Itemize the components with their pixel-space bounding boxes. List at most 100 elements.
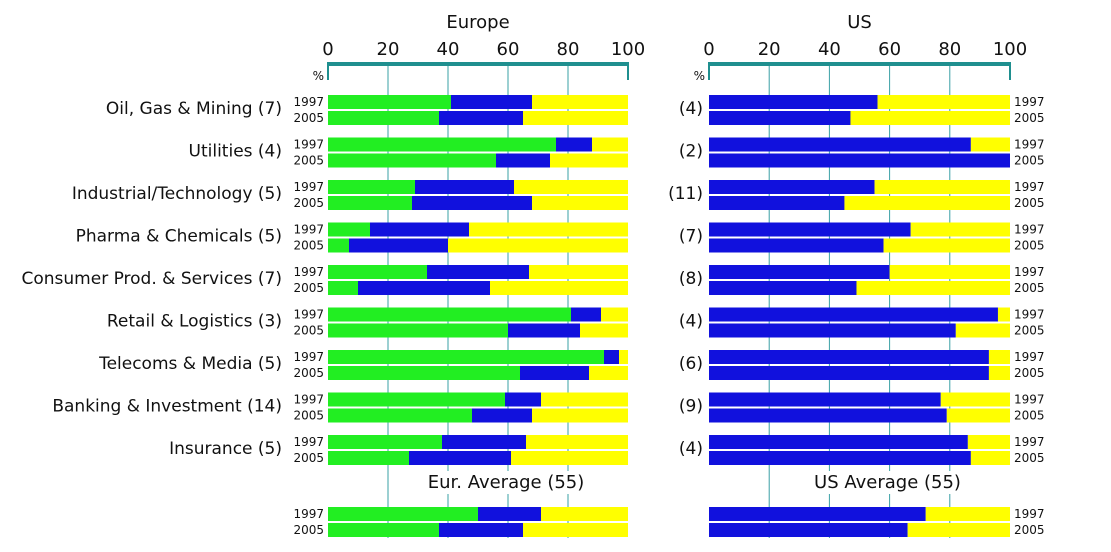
bar-2005-blue-segment — [709, 366, 989, 380]
year-label: 2005 — [293, 281, 324, 295]
europe-average-label: Eur. Average (55) — [428, 472, 585, 493]
average-label-background — [424, 471, 588, 494]
average-bar-1997-green-segment — [328, 507, 478, 521]
bar-2005-yellow-segment — [589, 366, 628, 380]
x-tick-label: 60 — [878, 39, 901, 60]
bar-1997-yellow-segment — [532, 95, 628, 109]
category-count-label: (6) — [679, 354, 703, 374]
bar-2005-yellow-segment — [532, 196, 628, 210]
bar-2005-yellow-segment — [532, 408, 628, 423]
bar-1997-yellow-segment — [514, 180, 628, 194]
bar-1997-green-segment — [328, 392, 505, 407]
year-label: 2005 — [293, 451, 324, 465]
category-label: Pharma & Chemicals (5) — [76, 227, 282, 247]
year-label: 1997 — [293, 265, 324, 279]
year-label: 2005 — [293, 154, 324, 168]
bar-2005-green-segment — [328, 366, 520, 380]
bar-1997-yellow-segment — [910, 222, 1010, 237]
bar-1997-yellow-segment — [469, 222, 628, 237]
bar-1997-blue-segment — [709, 350, 989, 364]
bar-2005-blue-segment — [709, 111, 851, 125]
year-label: 1997 — [1014, 350, 1045, 364]
category-count-label: (9) — [679, 397, 703, 417]
bar-2005-yellow-segment — [511, 451, 628, 465]
year-label: 1997 — [1014, 138, 1045, 152]
bar-1997-yellow-segment — [601, 307, 628, 322]
bar-2005-blue-segment — [409, 451, 511, 465]
year-label: 1997 — [293, 393, 324, 407]
bar-2005-blue-segment — [709, 238, 884, 253]
bar-1997-blue-segment — [415, 180, 514, 194]
bar-1997-yellow-segment — [592, 137, 628, 152]
year-label: 1997 — [1014, 95, 1045, 109]
bar-1997-green-segment — [328, 350, 604, 364]
category-label: Consumer Prod. & Services (7) — [22, 269, 283, 289]
average-bar-1997-yellow-segment — [925, 507, 1010, 521]
year-label: 2005 — [1014, 366, 1045, 380]
x-tick-label: 20 — [377, 39, 400, 60]
bar-2005-blue-segment — [709, 451, 971, 465]
x-tick-label: 40 — [437, 39, 460, 60]
bar-1997-blue-segment — [709, 307, 998, 322]
bar-2005-yellow-segment — [844, 196, 1010, 210]
year-label: 1997 — [1014, 507, 1045, 521]
x-tick-label: 100 — [611, 39, 645, 60]
bar-2005-green-segment — [328, 451, 409, 465]
bar-1997-blue-segment — [709, 137, 971, 152]
year-label: 1997 — [293, 223, 324, 237]
bar-2005-green-segment — [328, 153, 496, 168]
bar-1997-blue-segment — [604, 350, 619, 364]
bar-2005-blue-segment — [358, 281, 490, 295]
category-label: Oil, Gas & Mining (7) — [106, 99, 282, 119]
bar-1997-blue-segment — [709, 180, 875, 194]
year-label: 1997 — [1014, 308, 1045, 322]
us-average-label: US Average (55) — [814, 472, 961, 493]
year-label: 2005 — [293, 523, 324, 537]
bar-2005-green-segment — [328, 281, 358, 295]
bar-1997-green-segment — [328, 435, 442, 449]
category-count-label: (4) — [679, 312, 703, 332]
bar-2005-blue-segment — [709, 408, 947, 423]
year-label: 2005 — [293, 409, 324, 423]
bar-2005-yellow-segment — [490, 281, 628, 295]
us-panel-title: US — [847, 12, 872, 33]
bar-2005-yellow-segment — [955, 323, 1010, 338]
europe-panel: Europe 0 20 40 60 80 100% Oil, Gas & Mining (7)… — [22, 12, 645, 538]
average-bar-2005-blue-segment — [709, 523, 908, 537]
year-label: 2005 — [293, 111, 324, 125]
category-label: Retail & Logistics (3) — [107, 312, 282, 332]
year-label: 2005 — [1014, 451, 1045, 465]
year-label: 1997 — [293, 350, 324, 364]
bar-1997-blue-segment — [556, 137, 592, 152]
year-label: 2005 — [1014, 281, 1045, 295]
category-count-label: (7) — [679, 227, 703, 247]
year-label: 2005 — [1014, 196, 1045, 210]
category-count-label: (2) — [679, 142, 703, 162]
bar-1997-green-segment — [328, 222, 370, 237]
year-label: 1997 — [293, 435, 324, 449]
x-tick-label: 80 — [557, 39, 580, 60]
year-label: 1997 — [1014, 393, 1045, 407]
bar-2005-blue-segment — [349, 238, 448, 253]
average-label-background — [811, 471, 964, 494]
bar-1997-yellow-segment — [619, 350, 628, 364]
bar-1997-green-segment — [328, 95, 451, 109]
category-label: Telecoms & Media (5) — [98, 354, 282, 374]
bar-1997-green-segment — [328, 265, 427, 279]
bar-1997-yellow-segment — [874, 180, 1010, 194]
year-label: 2005 — [1014, 154, 1045, 168]
bar-2005-blue-segment — [709, 196, 845, 210]
bar-2005-yellow-segment — [550, 153, 628, 168]
bar-2005-yellow-segment — [523, 111, 628, 125]
bar-1997-yellow-segment — [541, 392, 628, 407]
bar-1997-blue-segment — [709, 435, 968, 449]
bar-1997-blue-segment — [571, 307, 601, 322]
category-count-label: (4) — [679, 439, 703, 459]
category-label: Banking & Investment (14) — [52, 397, 282, 417]
x-tick-label: 0 — [703, 39, 714, 60]
average-bar-1997-yellow-segment — [541, 507, 628, 521]
bar-2005-blue-segment — [496, 153, 550, 168]
year-label: 1997 — [1014, 265, 1045, 279]
bar-1997-yellow-segment — [889, 265, 1010, 279]
bar-2005-blue-segment — [520, 366, 589, 380]
